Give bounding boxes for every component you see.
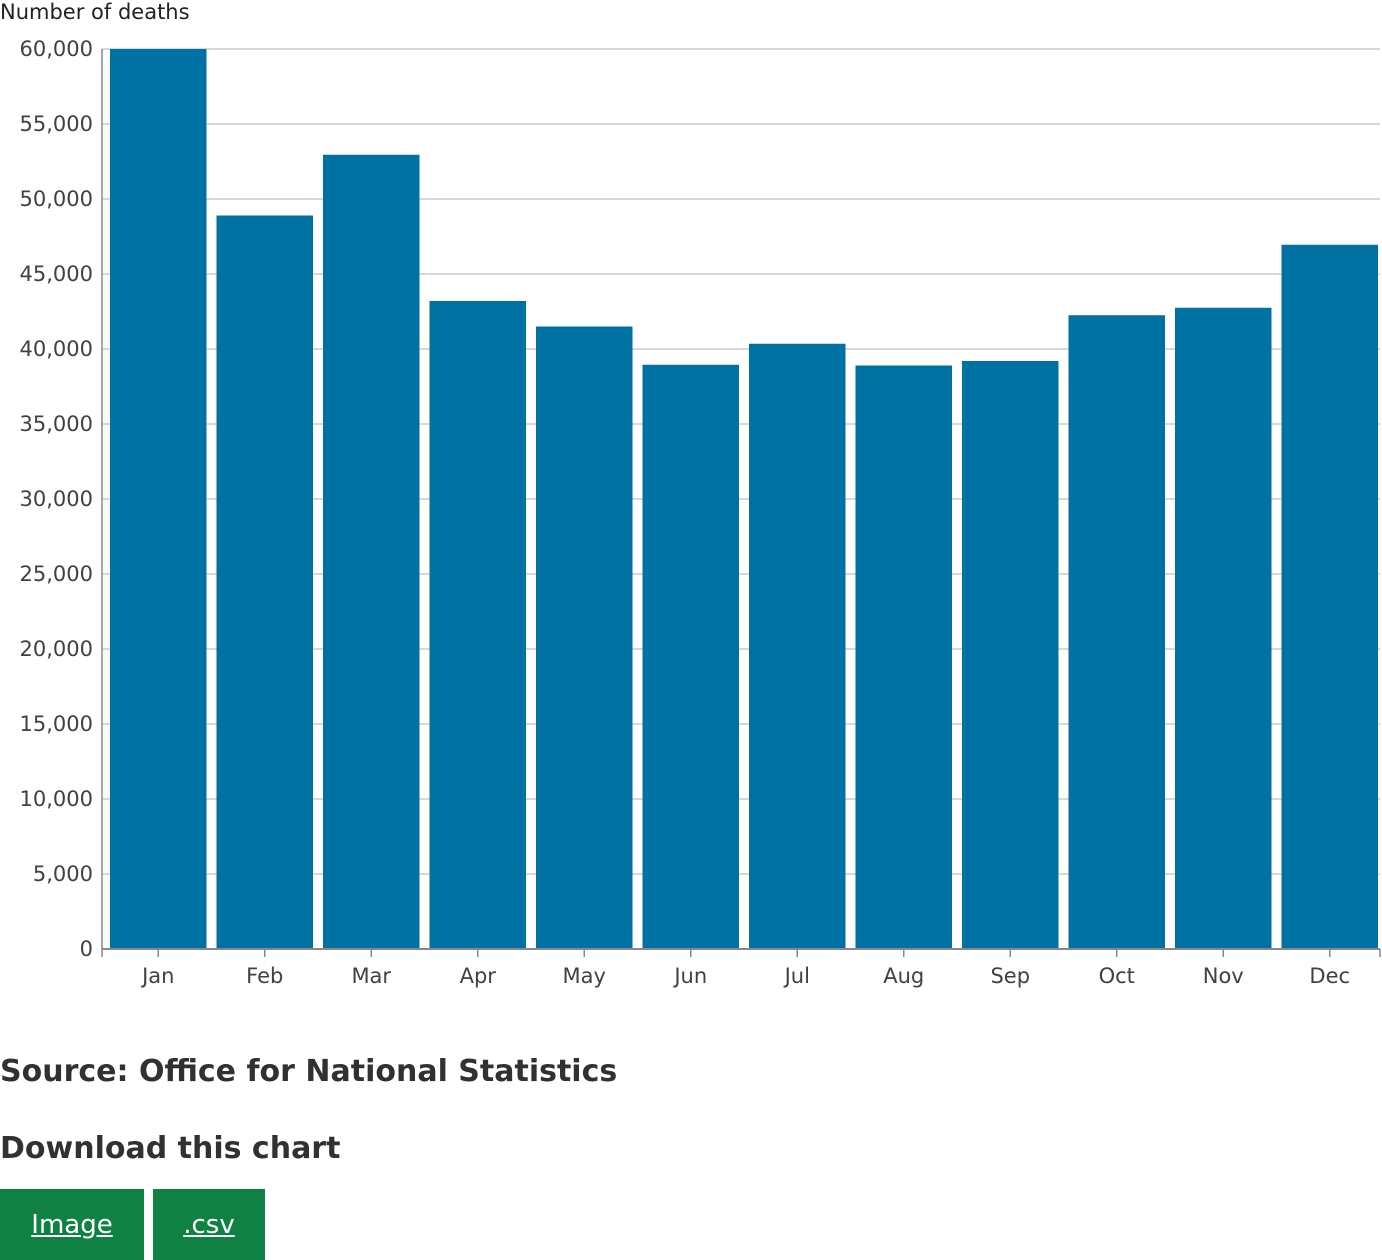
x-tick-label: Feb (246, 964, 283, 988)
bar-sep[interactable] (962, 361, 1059, 949)
bar-may[interactable] (536, 326, 633, 950)
y-tick-label: 55,000 (20, 112, 93, 136)
y-tick-label: 5,000 (33, 862, 93, 886)
download-image-button[interactable]: Image (0, 1189, 144, 1260)
x-tick-label: Mar (351, 964, 391, 988)
x-tick-label: Aug (883, 964, 924, 988)
x-tick-label: Nov (1203, 964, 1244, 988)
x-tick-label: Jun (672, 964, 707, 988)
y-tick-label: 0 (80, 937, 93, 961)
source-note: Source: Office for National Statistics (0, 1054, 618, 1089)
bar-oct[interactable] (1068, 315, 1166, 949)
y-axis-title: Number of deaths (0, 0, 190, 24)
y-tick-label: 30,000 (20, 487, 93, 511)
bar-jul[interactable] (749, 343, 846, 949)
x-tick-label: Jan (140, 964, 174, 988)
x-tick-label: May (563, 964, 606, 988)
x-tick-label: Sep (990, 964, 1030, 988)
download-heading: Download this chart (0, 1131, 341, 1166)
y-tick-label: 50,000 (20, 187, 93, 211)
bar-nov[interactable] (1175, 307, 1272, 949)
y-tick-label: 35,000 (20, 412, 93, 436)
y-tick-label: 25,000 (20, 562, 93, 586)
bar-apr[interactable] (429, 301, 527, 949)
y-tick-label: 60,000 (20, 37, 93, 61)
bar-jun[interactable] (642, 364, 740, 949)
y-tick-label: 20,000 (20, 637, 93, 661)
download-csv-button[interactable]: .csv (153, 1189, 265, 1260)
x-tick-label: Dec (1309, 964, 1350, 988)
bar-aug[interactable] (855, 365, 953, 950)
y-tick-label: 10,000 (20, 787, 93, 811)
y-tick-label: 15,000 (20, 712, 93, 736)
bar-mar[interactable] (323, 154, 420, 949)
x-tick-label: Apr (460, 964, 497, 988)
bar-jan[interactable] (110, 49, 207, 949)
bar-feb[interactable] (216, 215, 314, 950)
bar-dec[interactable] (1281, 244, 1379, 949)
y-tick-label: 45,000 (20, 262, 93, 286)
x-tick-label: Oct (1099, 964, 1135, 988)
chart: 0 5,000 10,000 15,000 20,000 25,000 30,000 35,0… (0, 0, 1381, 988)
x-tick-label: Jul (783, 964, 810, 988)
y-tick-label: 40,000 (20, 337, 93, 361)
